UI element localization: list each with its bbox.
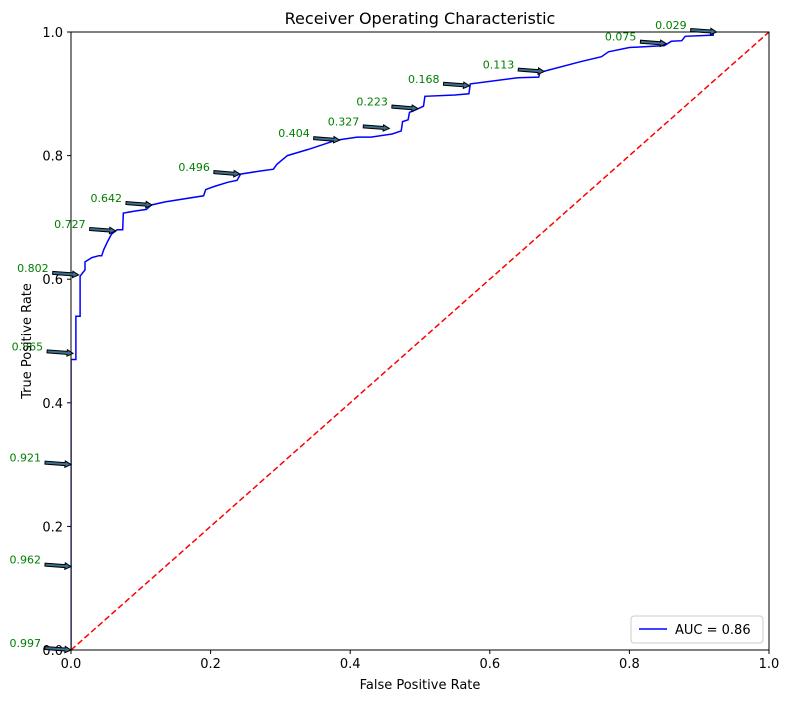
legend-box (630, 615, 764, 644)
annotation-arrow (313, 135, 341, 144)
legend-label: AUC = 0.86 (675, 623, 751, 638)
threshold-annotation-label: 0.113 (483, 59, 515, 72)
threshold-annotation-label: 0.327 (328, 115, 360, 128)
annotation-arrow (44, 562, 73, 571)
annotation-arrow (362, 123, 391, 132)
x-axis-label: False Positive Rate (360, 678, 481, 693)
annotation-arrow (689, 27, 718, 36)
annotation-arrow (442, 81, 471, 90)
threshold-annotation-label: 0.802 (17, 262, 49, 275)
annotation-arrow (89, 226, 117, 235)
threshold-annotation-label: 0.223 (356, 96, 388, 109)
threshold-annotation-label: 0.727 (54, 218, 86, 231)
threshold-annotation-label: 0.075 (605, 31, 637, 44)
annotation-arrow (52, 270, 80, 279)
y-tick-label: 0.2 (42, 520, 63, 535)
threshold-annotation-label: 0.496 (178, 161, 210, 174)
annotation-arrow (517, 67, 546, 76)
threshold-annotation-label: 0.997 (10, 637, 42, 650)
legend: AUC = 0.86 (630, 615, 764, 644)
annotation-arrow (44, 460, 73, 469)
x-tick-label: 0.4 (340, 657, 361, 672)
threshold-annotation-label: 0.029 (655, 19, 687, 32)
threshold-annotation-label: 0.642 (90, 192, 122, 205)
diagonal-reference-line (71, 32, 769, 650)
x-tick-label: 0.6 (479, 657, 500, 672)
y-tick-label: 0.4 (42, 397, 63, 412)
y-tick-label: 0.8 (42, 150, 63, 165)
chart-title: Receiver Operating Characteristic (285, 9, 556, 28)
annotation-arrow (44, 645, 73, 654)
y-tick-label: 1.0 (42, 26, 63, 41)
y-tick-label: 0.6 (42, 273, 63, 288)
threshold-annotation-label: 0.921 (10, 452, 42, 465)
threshold-annotation-label: 0.962 (10, 554, 42, 567)
y-axis-label: True Positive Rate (20, 283, 35, 400)
annotation-arrow (213, 169, 241, 178)
x-tick-label: 1.0 (759, 657, 780, 672)
x-tick-label: 0.8 (619, 657, 640, 672)
roc-curve-line (71, 32, 714, 650)
annotation-arrow (639, 39, 668, 48)
x-tick-label: 0.0 (61, 657, 82, 672)
x-tick-label: 0.2 (200, 657, 221, 672)
threshold-annotation-label: 0.865 (12, 340, 44, 353)
threshold-annotation-label: 0.404 (278, 127, 310, 140)
annotation-arrow (46, 348, 75, 357)
annotation-arrow (391, 104, 419, 113)
threshold-annotation-label: 0.168 (408, 73, 440, 86)
plot-frame (70, 31, 770, 651)
annotation-arrow (125, 200, 154, 209)
